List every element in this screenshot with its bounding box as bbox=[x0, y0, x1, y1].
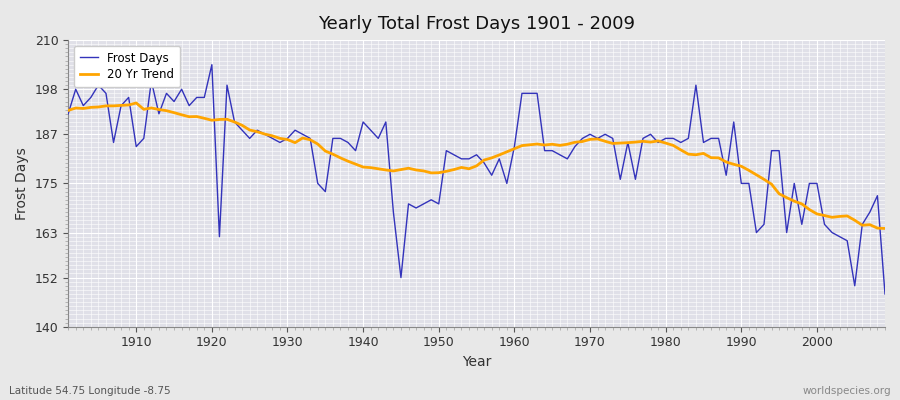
Text: Latitude 54.75 Longitude -8.75: Latitude 54.75 Longitude -8.75 bbox=[9, 386, 171, 396]
20 Yr Trend bbox=[123, 102, 134, 107]
Y-axis label: Frost Days: Frost Days bbox=[15, 147, 29, 220]
Title: Yearly Total Frost Days 1901 - 2009: Yearly Total Frost Days 1901 - 2009 bbox=[318, 15, 635, 33]
X-axis label: Year: Year bbox=[462, 355, 491, 369]
Frost Days bbox=[297, 132, 308, 137]
Frost Days bbox=[343, 140, 354, 145]
Frost Days bbox=[509, 144, 520, 149]
20 Yr Trend bbox=[343, 159, 354, 164]
Frost Days bbox=[63, 112, 74, 116]
Frost Days bbox=[206, 62, 217, 67]
20 Yr Trend bbox=[608, 141, 618, 146]
20 Yr Trend bbox=[517, 143, 527, 148]
20 Yr Trend bbox=[297, 136, 308, 140]
Line: 20 Yr Trend: 20 Yr Trend bbox=[68, 103, 885, 228]
Text: worldspecies.org: worldspecies.org bbox=[803, 386, 891, 396]
20 Yr Trend bbox=[879, 226, 890, 231]
Frost Days bbox=[517, 91, 527, 96]
20 Yr Trend bbox=[63, 108, 74, 113]
Frost Days bbox=[123, 95, 134, 100]
20 Yr Trend bbox=[509, 146, 520, 151]
Line: Frost Days: Frost Days bbox=[68, 65, 885, 294]
20 Yr Trend bbox=[130, 100, 141, 105]
Legend: Frost Days, 20 Yr Trend: Frost Days, 20 Yr Trend bbox=[74, 46, 180, 87]
Frost Days bbox=[879, 292, 890, 296]
Frost Days bbox=[608, 136, 618, 141]
